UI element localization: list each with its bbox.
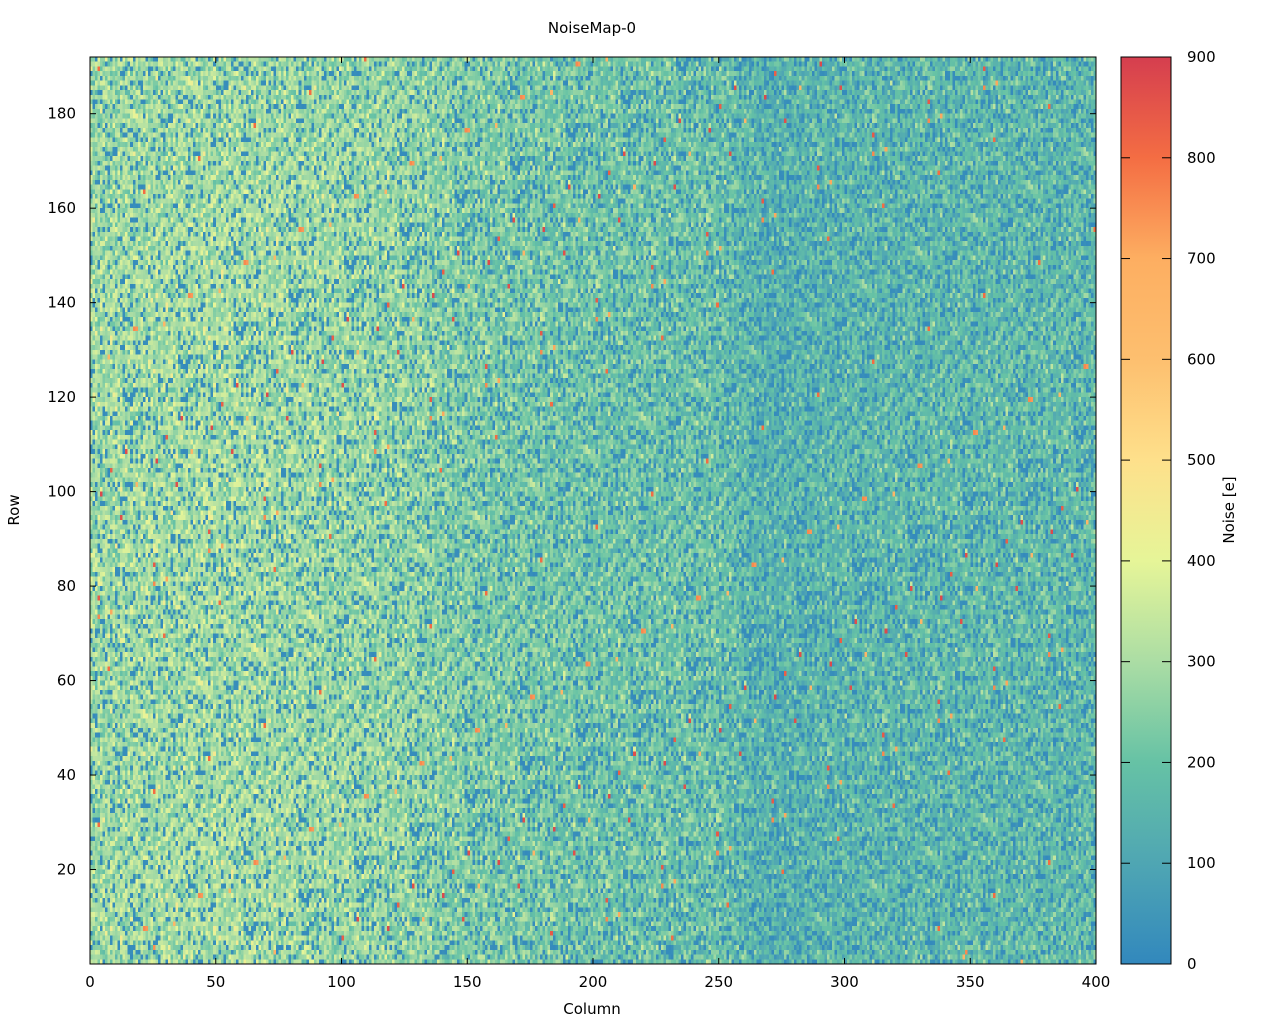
colorbar-tick-label: 200 [1187, 753, 1216, 771]
colorbar-tick-label: 400 [1187, 552, 1216, 570]
heatmap-image [90, 57, 1096, 964]
colorbar-tick-label: 100 [1187, 854, 1216, 872]
y-tick-label: 20 [57, 861, 76, 879]
y-axis: 20 40 60 80 100 120 140 160 180 [47, 105, 1096, 879]
colorbar-tick-label: 500 [1187, 451, 1216, 469]
x-tick-label: 400 [1082, 973, 1111, 991]
x-tick-label: 250 [704, 973, 733, 991]
colorbar [1120, 56, 1172, 965]
colorbar-tick-label: 300 [1187, 653, 1216, 671]
x-tick-label: 150 [453, 973, 482, 991]
y-tick-label: 80 [57, 577, 76, 595]
y-tick-label: 100 [47, 483, 76, 501]
x-tick-label: 0 [85, 973, 95, 991]
colorbar-label: Noise [e] [1220, 476, 1238, 543]
x-tick-label: 50 [206, 973, 225, 991]
heatmap [90, 57, 1096, 964]
x-tick-label: 200 [579, 973, 608, 991]
chart-title: NoiseMap-0 [548, 19, 636, 37]
colorbar-tick-label: 800 [1187, 149, 1216, 167]
colorbar-tick-label: 0 [1187, 955, 1197, 973]
y-axis-label: Row [5, 494, 23, 525]
y-tick-label: 180 [47, 105, 76, 123]
y-tick-label: 60 [57, 672, 76, 690]
x-tick-label: 300 [830, 973, 859, 991]
x-tick-label: 100 [327, 973, 356, 991]
x-axis: 0 50 100 150 200 250 300 350 400 [85, 57, 1110, 991]
y-tick-label: 40 [57, 766, 76, 784]
colorbar-tick-label: 900 [1187, 48, 1216, 66]
x-axis-label: Column [563, 1000, 620, 1018]
y-tick-label: 120 [47, 388, 76, 406]
y-tick-label: 140 [47, 294, 76, 312]
colorbar-tick-label: 600 [1187, 350, 1216, 368]
y-tick-label: 160 [47, 199, 76, 217]
colorbar-axis: 0 100 200 300 400 500 600 700 800 900 [1121, 48, 1216, 973]
colorbar-tick-label: 700 [1187, 250, 1216, 268]
x-tick-label: 350 [956, 973, 985, 991]
